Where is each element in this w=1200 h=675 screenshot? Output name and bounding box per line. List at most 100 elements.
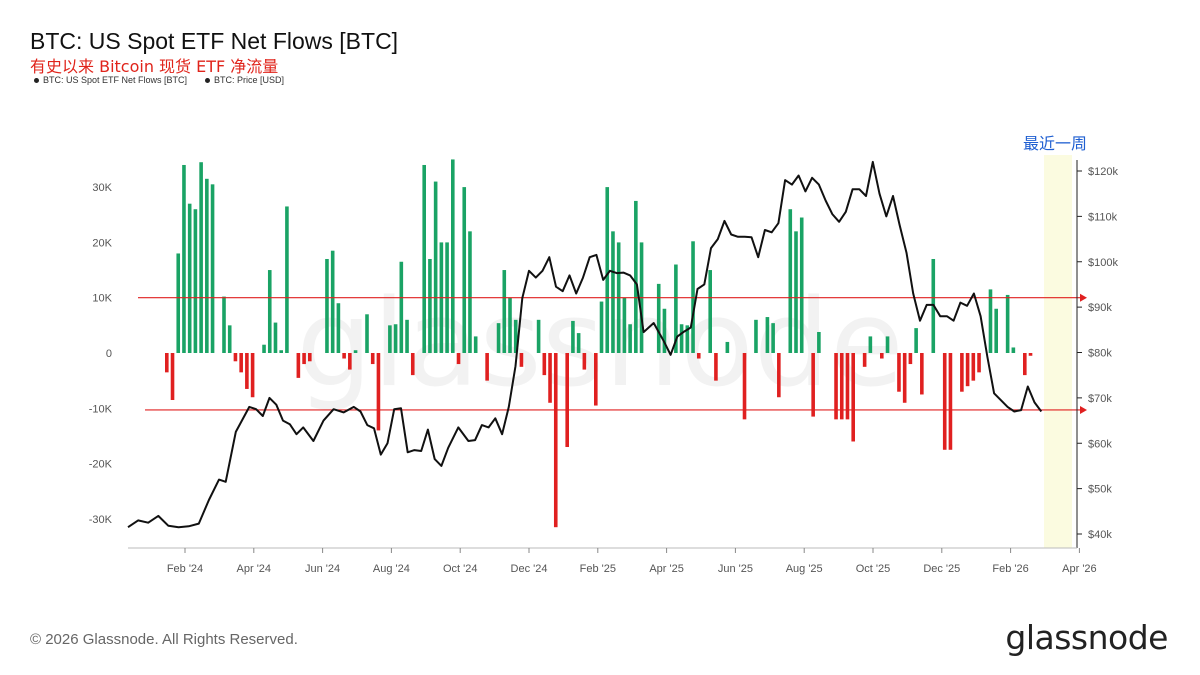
- flow-bar: [685, 325, 690, 353]
- flow-bar: [714, 353, 718, 381]
- recent-week-label: 最近一周: [1023, 134, 1088, 153]
- flow-bar: [502, 270, 507, 353]
- reference-lines: [138, 293, 1087, 414]
- flow-bar: [330, 250, 335, 353]
- flow-bar: [451, 159, 455, 353]
- flow-bar: [553, 353, 558, 528]
- y-right-tick-label: $80k: [1088, 348, 1112, 360]
- y-right-tick-label: $70k: [1088, 393, 1112, 405]
- y-right-tick-label: $50k: [1088, 484, 1112, 496]
- flow-bar: [1028, 353, 1033, 356]
- flow-bar: [496, 323, 501, 353]
- x-tick-label: Dec '25: [923, 563, 960, 575]
- flow-bar: [582, 353, 587, 370]
- y-right-tick-label: $110k: [1088, 211, 1118, 223]
- flow-bar: [433, 181, 438, 353]
- legend-item-price[interactable]: BTC: Price [USD]: [205, 75, 284, 85]
- flow-bar: [965, 353, 970, 387]
- flow-bar: [473, 336, 478, 353]
- flow-bar: [468, 231, 472, 353]
- flow-bar: [994, 308, 998, 353]
- flow-bar: [399, 261, 404, 353]
- flow-bar: [565, 353, 569, 448]
- flow-bar: [622, 297, 627, 353]
- flow-bar: [571, 320, 575, 353]
- flow-bar: [1011, 347, 1016, 353]
- flow-bar: [250, 353, 255, 398]
- flow-bar: [342, 353, 346, 359]
- flow-bar: [308, 353, 312, 362]
- y-right-tick-label: $120k: [1088, 166, 1118, 178]
- x-tick-label: Dec '24: [511, 563, 548, 575]
- flow-bar: [548, 353, 552, 403]
- flow-bar: [365, 314, 369, 353]
- flow-bar: [1005, 294, 1010, 353]
- flow-bar: [227, 325, 232, 353]
- legend-dot-icon: [205, 77, 211, 83]
- flow-bar: [199, 162, 203, 353]
- flow-bar: [165, 353, 169, 373]
- y-right-tick-label: $60k: [1088, 438, 1112, 450]
- flow-bar: [262, 344, 266, 353]
- flow-bar: [971, 353, 976, 381]
- flow-bar: [462, 187, 467, 353]
- copyright: © 2026 Glassnode. All Rights Reserved.: [30, 631, 298, 648]
- flow-bar: [897, 353, 901, 392]
- flow-bar: [508, 297, 512, 353]
- legend-item-flows[interactable]: BTC: US Spot ETF Net Flows [BTC]: [34, 75, 187, 85]
- flow-bar: [914, 328, 918, 353]
- y-right-tick-label: $90k: [1088, 302, 1112, 314]
- flow-bar: [513, 319, 518, 353]
- flow-bar: [725, 341, 730, 353]
- flow-bar: [336, 303, 341, 353]
- flow-bar: [885, 336, 890, 353]
- y-left-tick-label: 20K: [92, 237, 112, 249]
- y-left-tick-label: -10K: [89, 403, 113, 415]
- flow-bar: [519, 353, 524, 367]
- flow-bar: [205, 178, 209, 353]
- flow-bar: [422, 164, 426, 353]
- flow-bar: [393, 324, 398, 353]
- reference-line-arrow-icon: [1080, 293, 1087, 302]
- flow-bar: [799, 217, 804, 353]
- flow-bar: [902, 353, 907, 403]
- y-right-tick-label: $100k: [1088, 257, 1118, 269]
- flow-bar: [851, 353, 855, 442]
- flow-bar: [536, 319, 541, 353]
- flow-bar: [628, 324, 632, 353]
- x-tick-label: Feb '26: [992, 563, 1028, 575]
- flow-bar: [245, 353, 249, 389]
- flow-bar: [348, 353, 352, 370]
- y-right-tick-label: $40k: [1088, 529, 1112, 541]
- legend-dot-icon: [34, 77, 39, 83]
- flow-bar: [325, 258, 329, 353]
- flow-bar: [708, 270, 712, 353]
- flow-bar: [839, 353, 844, 420]
- flow-bar: [542, 353, 547, 376]
- flow-bar: [908, 353, 913, 365]
- flow-bar: [765, 317, 770, 353]
- x-tick-label: Aug '25: [786, 563, 823, 575]
- flow-bar: [222, 296, 226, 353]
- flow-bar: [370, 353, 375, 365]
- legend: BTC: US Spot ETF Net Flows [BTC] BTC: Pr…: [34, 75, 284, 85]
- flow-bar: [353, 350, 358, 353]
- flow-bar: [834, 353, 838, 420]
- flow-bar: [210, 184, 215, 353]
- flow-bar: [193, 209, 198, 353]
- flow-bar: [988, 289, 993, 353]
- flow-bar: [456, 353, 461, 365]
- y-left-tick-label: -30K: [89, 514, 113, 526]
- flow-bar: [233, 353, 238, 362]
- flow-bar: [862, 353, 867, 367]
- flow-bar: [182, 164, 186, 353]
- flow-bar: [977, 353, 981, 373]
- flow-bar: [279, 350, 283, 353]
- flow-bar: [811, 353, 815, 417]
- y-left-tick-label: 10K: [92, 293, 112, 305]
- flow-bar: [754, 319, 758, 353]
- flow-bar: [428, 258, 432, 353]
- flow-bar: [777, 353, 781, 398]
- flow-bar: [1023, 353, 1027, 376]
